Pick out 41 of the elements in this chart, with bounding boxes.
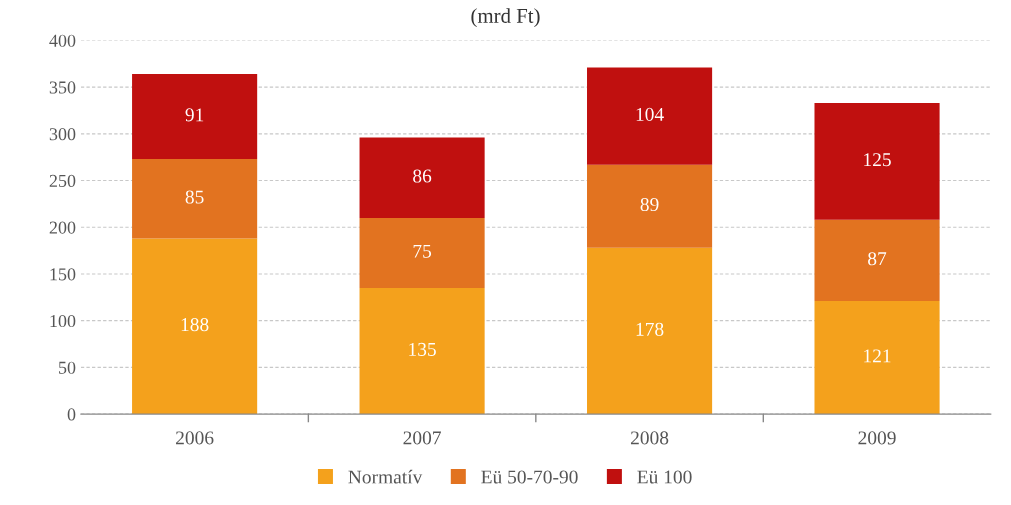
bar bbox=[587, 67, 713, 165]
x-tick-label: 2007 bbox=[403, 431, 441, 445]
bar bbox=[587, 164, 713, 248]
y-tick-label: 250 bbox=[49, 174, 76, 187]
data-label: 121 bbox=[864, 349, 891, 363]
y-tick-label: 300 bbox=[49, 128, 76, 141]
bar bbox=[814, 219, 940, 302]
data-label: 188 bbox=[181, 318, 209, 332]
data-label: 87 bbox=[868, 252, 887, 266]
x-tick-label: 2006 bbox=[176, 431, 214, 445]
y-tick-label: 400 bbox=[49, 34, 76, 47]
y-tick-label: 350 bbox=[49, 81, 76, 94]
data-label: 85 bbox=[185, 190, 204, 204]
bar bbox=[587, 247, 713, 415]
y-tick-label: 50 bbox=[59, 361, 76, 374]
data-label: 135 bbox=[409, 342, 436, 356]
y-tick-label: 150 bbox=[50, 268, 76, 281]
data-label: 178 bbox=[636, 322, 664, 336]
bar bbox=[359, 287, 485, 415]
x-tick-label: 2009 bbox=[858, 431, 896, 445]
y-tick-label: 0 bbox=[67, 408, 76, 421]
y-tick-label: 200 bbox=[49, 221, 76, 234]
bar bbox=[132, 159, 258, 239]
data-label: 125 bbox=[864, 153, 891, 167]
y-tick-label: 100 bbox=[50, 314, 76, 328]
data-label: 75 bbox=[413, 244, 432, 258]
bar bbox=[132, 238, 258, 415]
bar bbox=[814, 301, 940, 415]
data-label: 104 bbox=[636, 107, 664, 121]
legend-label: Normatív bbox=[348, 469, 423, 484]
bar bbox=[359, 217, 485, 288]
legend-label: Eü 100 bbox=[637, 470, 692, 484]
bar bbox=[132, 74, 258, 160]
data-label: 91 bbox=[185, 108, 204, 122]
legend-label: Eü 50-70-90 bbox=[481, 470, 578, 484]
data-label: 86 bbox=[413, 169, 432, 183]
bar bbox=[359, 137, 485, 218]
bar bbox=[814, 102, 940, 220]
chart-title: (mrd Ft) bbox=[471, 8, 540, 28]
x-tick-label: 2008 bbox=[630, 431, 669, 445]
data-label: 89 bbox=[640, 197, 659, 212]
